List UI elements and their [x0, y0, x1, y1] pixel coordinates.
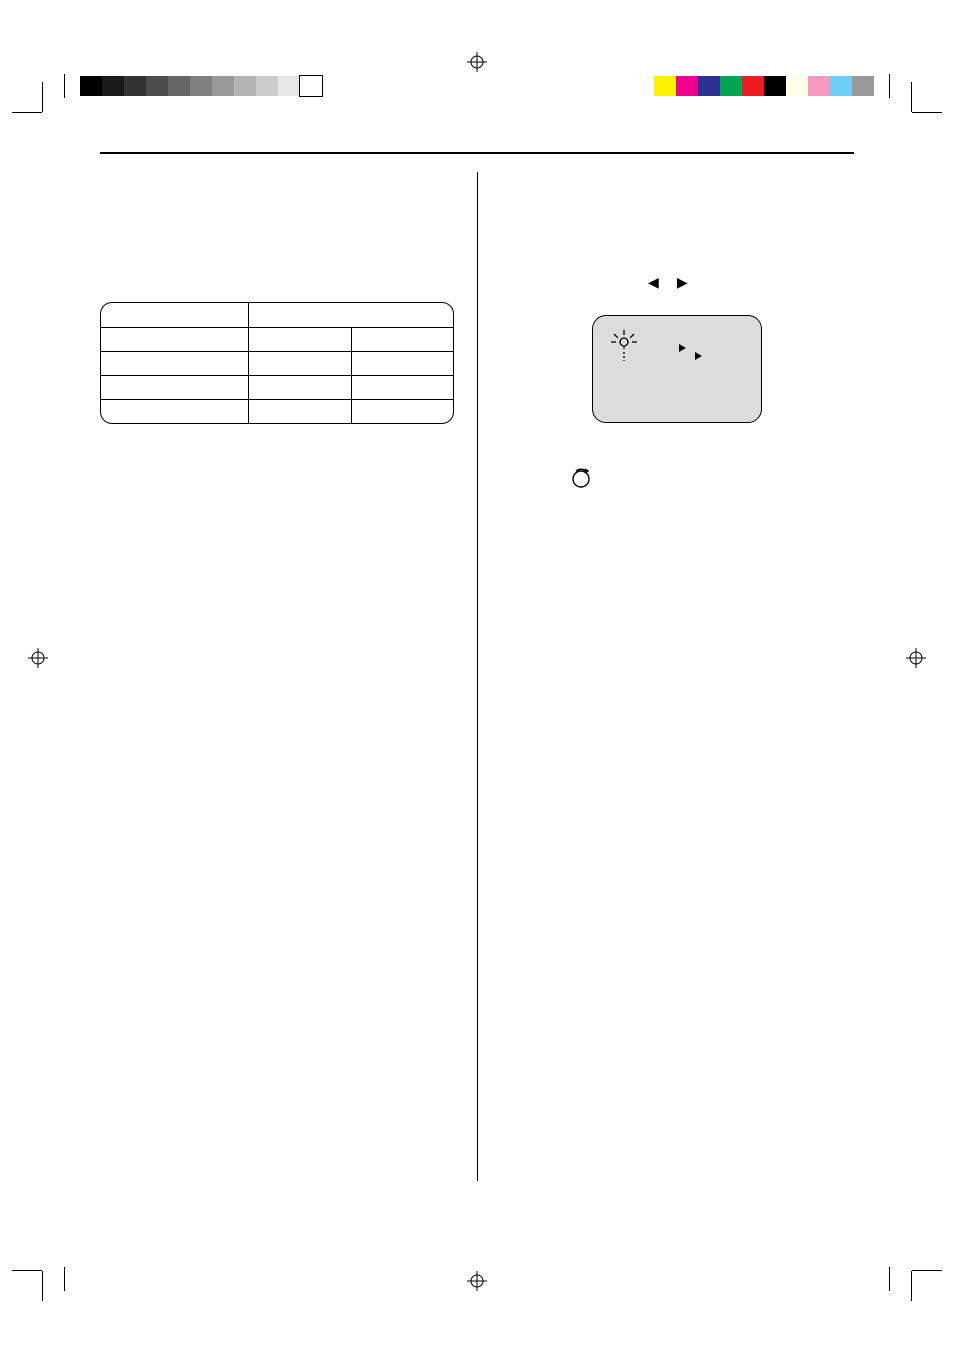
table-cell [249, 399, 351, 423]
crop-tick [64, 74, 65, 98]
lcd-panel [592, 315, 762, 423]
gray-swatch-bar [80, 76, 322, 96]
swatch [676, 76, 698, 96]
swatch [720, 76, 742, 96]
brightness-icon [611, 330, 637, 362]
registration-mark-icon [28, 648, 48, 668]
swatch [212, 76, 234, 96]
crop-mark-icon [22, 1261, 62, 1301]
swatch [742, 76, 764, 96]
print-marks-bottom [0, 1231, 954, 1291]
spec-table [100, 302, 454, 424]
arrow-row: ◀▶ [500, 274, 854, 291]
left-column [100, 182, 454, 1181]
swatch [124, 76, 146, 96]
crop-tick [889, 74, 890, 98]
print-marks-top [0, 30, 954, 90]
swatch [786, 76, 808, 96]
swatch [102, 76, 124, 96]
right-column: ◀▶ [500, 182, 854, 1181]
arrow-left-icon: ◀ [648, 274, 677, 290]
page: ◀▶ [0, 0, 954, 1351]
arrow-right-icon: ▶ [677, 274, 706, 290]
crop-tick [889, 1267, 890, 1291]
swatch [190, 76, 212, 96]
color-swatch-bar [654, 76, 874, 96]
table-cell [101, 303, 249, 327]
table-row [101, 351, 453, 375]
swatch [256, 76, 278, 96]
swatch [234, 76, 256, 96]
table-cell [101, 375, 249, 399]
table-cell [249, 351, 351, 375]
swatch [278, 76, 300, 96]
play-triangle-icon [679, 344, 686, 352]
table-row [101, 327, 453, 351]
crop-tick [64, 1267, 65, 1291]
swatch [852, 76, 874, 96]
table-row [101, 303, 453, 327]
crop-mark-icon [22, 82, 62, 122]
column-divider [477, 172, 478, 1181]
swatch [300, 76, 322, 96]
table-cell [249, 303, 453, 327]
table-row [101, 375, 453, 399]
swatch [80, 76, 102, 96]
header-rule [100, 152, 854, 154]
swatch [654, 76, 676, 96]
swatch [808, 76, 830, 96]
table-cell [101, 327, 249, 351]
swatch [146, 76, 168, 96]
content-area: ◀▶ [100, 152, 854, 1181]
table-cell [351, 399, 453, 423]
table-cell [249, 375, 351, 399]
table-row [101, 399, 453, 423]
registration-mark-icon [467, 1271, 487, 1291]
table-cell [101, 351, 249, 375]
table-cell [249, 327, 351, 351]
play-triangle-icon [695, 352, 702, 360]
crop-mark-icon [892, 1261, 932, 1301]
swatch [168, 76, 190, 96]
table-cell [351, 327, 453, 351]
swatch [764, 76, 786, 96]
table-cell [351, 375, 453, 399]
crop-mark-icon [892, 82, 932, 122]
table-cell [101, 399, 249, 423]
table-cell [351, 351, 453, 375]
registration-mark-icon [906, 648, 926, 668]
dial-icon [570, 467, 592, 489]
registration-mark-icon [467, 52, 487, 72]
swatch [698, 76, 720, 96]
swatch [830, 76, 852, 96]
